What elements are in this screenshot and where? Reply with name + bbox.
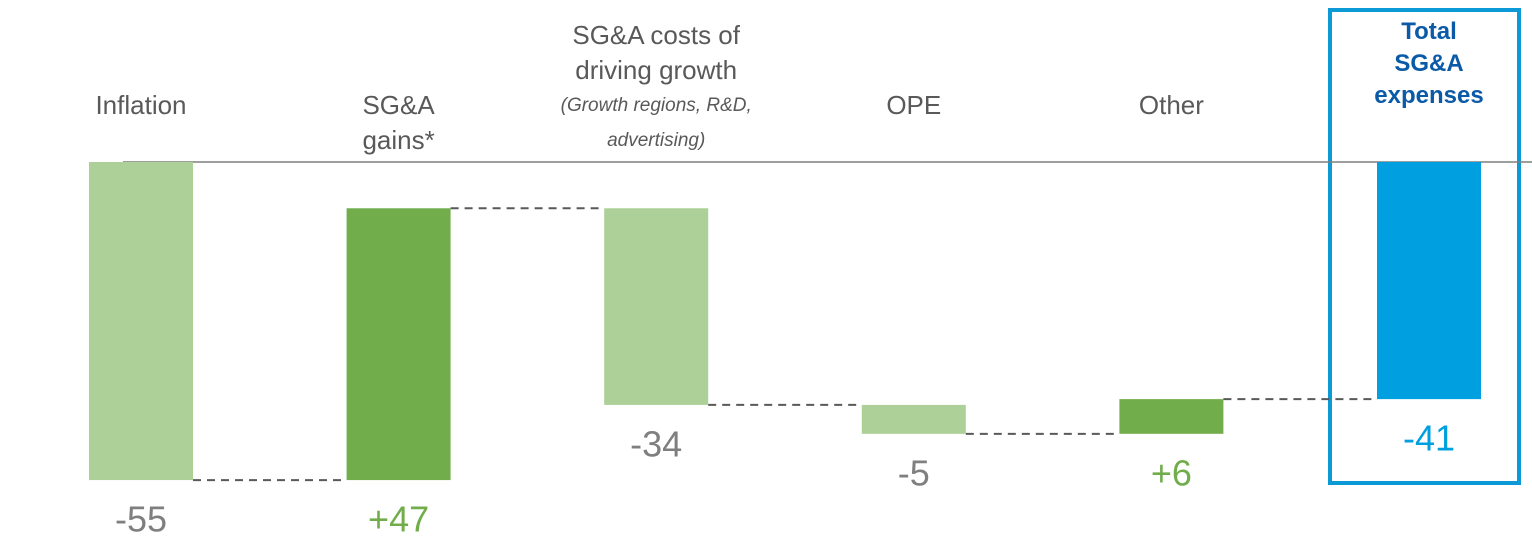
value-label: -55	[115, 499, 167, 539]
category-label: OPE	[886, 90, 942, 120]
bar	[1377, 162, 1481, 400]
bar	[89, 162, 193, 481]
category-label: Inflation	[95, 90, 187, 120]
value-label: -41	[1403, 418, 1455, 459]
bar	[604, 208, 709, 405]
bar	[346, 208, 451, 481]
category-label: SG&A gains*	[362, 90, 435, 155]
value-label: +47	[368, 499, 429, 539]
bar	[1119, 399, 1224, 434]
category-label: Other	[1138, 90, 1204, 120]
value-label: -34	[630, 423, 682, 464]
bar	[861, 404, 966, 434]
value-label: +6	[1151, 452, 1192, 493]
category-label: Total SG&A expenses	[1374, 18, 1484, 109]
category-note: (Growth regions, R&D, advertising)	[560, 95, 752, 151]
category-label: SG&A costs of driving growth (Growth regi…	[541, 20, 771, 158]
value-label: -5	[898, 452, 930, 493]
category-title: SG&A costs of driving growth	[572, 20, 740, 85]
total-highlight-box	[1328, 8, 1521, 485]
